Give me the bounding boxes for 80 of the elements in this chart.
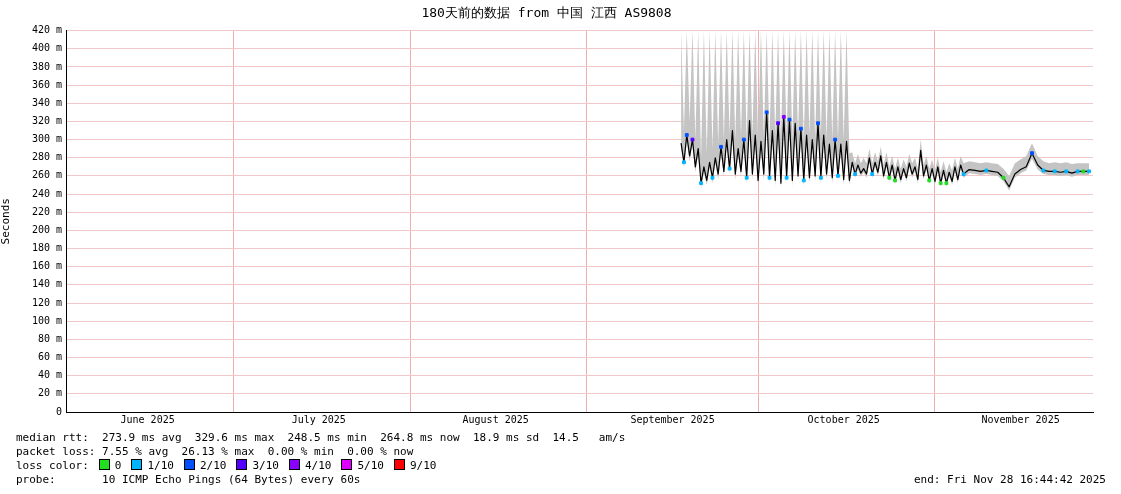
- point: [818, 175, 823, 180]
- y-tick-label: 300 m: [31, 133, 62, 145]
- point: [984, 168, 989, 173]
- y-tick-label: 340 m: [31, 96, 62, 108]
- point: [764, 110, 769, 115]
- y-tick-label: 260 m: [31, 169, 62, 181]
- point: [887, 175, 892, 180]
- y-tick-label: 60 m: [37, 351, 62, 363]
- point: [744, 175, 749, 180]
- point: [767, 175, 772, 180]
- point: [836, 173, 840, 178]
- legend-label: 4/10: [304, 459, 332, 472]
- x-tick-label: September 2025: [630, 413, 715, 425]
- y-tick-label: 360 m: [31, 78, 62, 90]
- point: [787, 117, 792, 122]
- x-tick-label: August 2025: [462, 413, 529, 425]
- point: [1052, 169, 1057, 174]
- y-tick-label: 20 m: [37, 387, 62, 399]
- legend-label: 2/10: [199, 459, 227, 472]
- point: [1001, 175, 1006, 180]
- y-tick-label: 320 m: [31, 115, 62, 126]
- y-tick-label: 0: [55, 405, 62, 417]
- point: [684, 133, 689, 137]
- point: [727, 166, 732, 171]
- point: [741, 137, 746, 142]
- x-tick-label: July 2025: [291, 413, 346, 425]
- point: [682, 160, 686, 165]
- text: probe: 10 ICMP Echo Pings (64 Bytes) every 60s: [16, 473, 361, 486]
- y-tick-label: 420 m: [31, 24, 62, 36]
- point: [801, 178, 806, 183]
- point: [1075, 169, 1080, 174]
- y-tick-label: 200 m: [31, 223, 62, 235]
- point: [784, 175, 789, 180]
- y-tick-label: 80 m: [37, 332, 62, 344]
- point: [699, 181, 703, 186]
- point: [1064, 169, 1069, 174]
- point: [893, 178, 897, 183]
- point: [1030, 151, 1034, 156]
- y-tick-label: 220 m: [31, 205, 62, 217]
- legend-label: 5/10: [357, 459, 384, 472]
- y-tick-label: 120 m: [31, 296, 62, 308]
- text: median rtt: 273.9 ms avg 329.6 ms max 248.5 ms min 264.8 ms now 18.9 ms sd 14.5 am/s: [16, 431, 627, 445]
- point: [719, 144, 723, 149]
- y-tick-label: 400 m: [31, 42, 62, 54]
- legend-title: loss color:: [16, 459, 89, 472]
- point: [710, 175, 715, 180]
- legend-label: 0: [114, 459, 122, 472]
- point: [690, 137, 695, 142]
- point: [927, 178, 932, 183]
- text: packet loss: 7.55 % avg 26.13 % max 0.00 % min 0.00 % now: [16, 445, 415, 459]
- point: [870, 172, 875, 176]
- point: [781, 114, 786, 119]
- y-tick-label: 240 m: [31, 187, 62, 199]
- legend-label: 1/10: [147, 459, 174, 472]
- point: [853, 172, 858, 176]
- point: [776, 121, 780, 126]
- point: [938, 181, 943, 186]
- point: [1081, 169, 1086, 174]
- x-tick-label: November 2025: [981, 413, 1060, 425]
- point: [833, 137, 838, 142]
- x-tick-label: June 2025: [120, 413, 175, 425]
- point: [798, 126, 803, 131]
- point: [944, 181, 949, 186]
- point: [1087, 169, 1091, 174]
- legend-label: 9/10: [409, 459, 437, 472]
- text: end: Fri Nov 28 16:44:42 2025: [913, 473, 1106, 487]
- point: [1041, 168, 1046, 173]
- y-tick-label: 140 m: [31, 278, 62, 290]
- y-tick-label: 40 m: [37, 369, 62, 381]
- y-tick-label: 380 m: [31, 60, 62, 72]
- point: [961, 172, 966, 176]
- y-tick-label: 160 m: [31, 260, 62, 272]
- y-tick-label: 180 m: [31, 242, 62, 254]
- chart-title: 180天前的数据 from 中国 江西 AS9808: [421, 5, 672, 21]
- legend-label: 3/10: [252, 459, 279, 472]
- y-tick-label: 280 m: [31, 151, 62, 163]
- y-tick-label: 100 m: [31, 314, 62, 326]
- point: [816, 121, 820, 126]
- y-axis-title: Seconds: [0, 198, 13, 245]
- x-tick-label: October 2025: [807, 413, 880, 425]
